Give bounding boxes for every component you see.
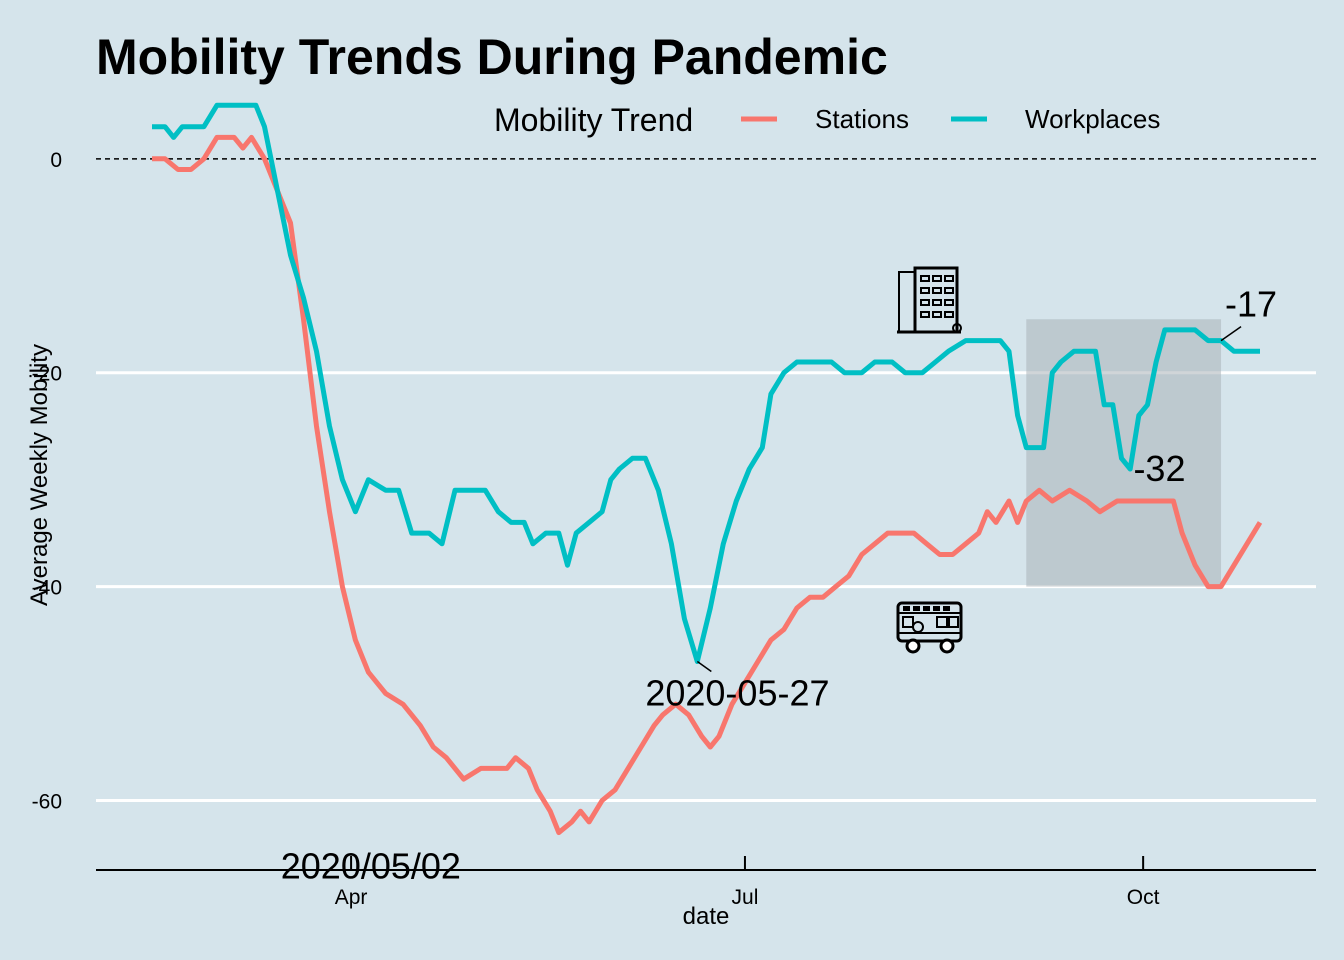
annotation-leader (1220, 326, 1242, 342)
y-tick-label: 0 (50, 149, 62, 172)
annotations: 2020-05-27 2020/05/02 -17 -32 (281, 284, 1277, 887)
x-tick-label: Oct (1127, 886, 1160, 909)
y-axis-title: Average Weekly Mobility (26, 344, 53, 606)
annotation-leader (696, 660, 712, 673)
y-tick-label: -40 (32, 577, 62, 600)
highlight-region (1026, 319, 1222, 587)
x-axis-title: date (683, 903, 730, 930)
series-lines (152, 102, 1263, 836)
x-tick-label: Apr (335, 886, 368, 909)
x-tick-label: Jul (732, 886, 759, 909)
series-line-workplaces (152, 102, 1260, 664)
annotation-label: -17 (1225, 284, 1277, 325)
annotation-label: -32 (1133, 448, 1185, 489)
y-tick-labels: 0 -20 -40 -60 (32, 149, 62, 814)
legend-label-workplaces: Workplaces (1025, 104, 1160, 134)
legend-label-stations: Stations (815, 104, 909, 134)
office-building-icon (897, 266, 962, 334)
legend-title: Mobility Trend (494, 102, 693, 138)
annotation-label: 2020/05/02 (281, 846, 461, 887)
highlight-rect (1026, 319, 1222, 587)
y-tick-label: -60 (32, 790, 62, 813)
chart-title: Mobility Trends During Pandemic (96, 29, 888, 85)
annotation-label: 2020-05-27 (645, 672, 829, 713)
y-tick-label: -20 (32, 363, 62, 386)
x-ticks: Apr Jul Oct (335, 856, 1160, 909)
bus-icon (896, 601, 963, 654)
legend: Mobility Trend Stations Workplaces (494, 102, 1160, 138)
series-line-stations (152, 134, 1263, 836)
